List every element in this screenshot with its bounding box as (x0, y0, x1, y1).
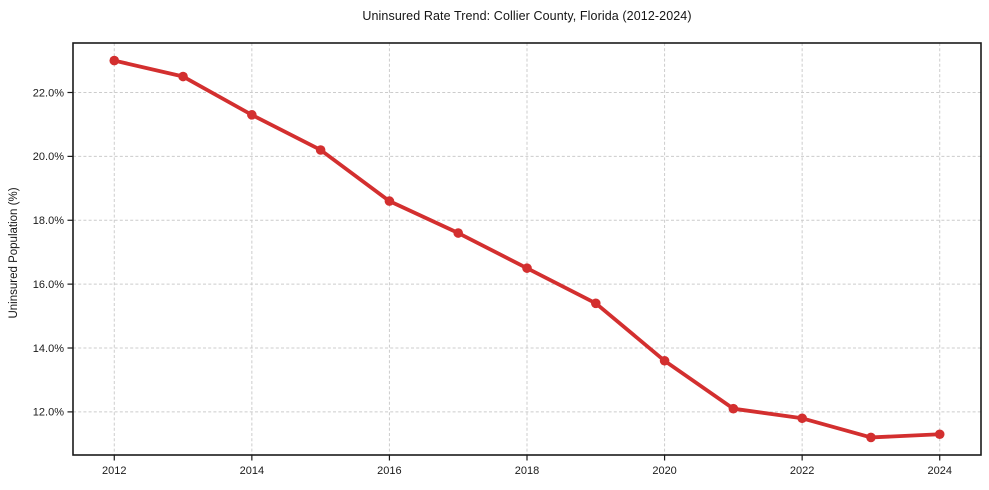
y-tick-label: 18.0% (33, 215, 64, 227)
x-tick-label: 2022 (790, 465, 814, 477)
data-point (934, 429, 945, 440)
y-tick-label: 14.0% (33, 343, 64, 355)
x-tick-label: 2016 (377, 465, 401, 477)
data-point (109, 55, 120, 66)
x-tick-label: 2020 (652, 465, 676, 477)
data-point (453, 228, 464, 238)
x-tick-label: 2018 (515, 465, 539, 477)
data-point (797, 413, 807, 424)
data-point (590, 298, 601, 309)
data-point (728, 403, 739, 414)
x-tick-label: 2024 (927, 465, 951, 477)
y-tick-label: 20.0% (33, 151, 64, 163)
data-point (315, 145, 326, 155)
y-tick-label: 12.0% (33, 407, 64, 419)
data-point (522, 263, 532, 273)
data-point (178, 71, 188, 82)
y-tick-label: 16.0% (33, 279, 64, 291)
chart-title: Uninsured Rate Trend: Collier County, Fl… (362, 9, 692, 23)
data-point (866, 432, 876, 443)
data-point (247, 110, 257, 120)
x-tick-label: 2014 (240, 465, 264, 477)
data-point (384, 196, 395, 206)
y-tick-label: 22.0% (33, 87, 64, 99)
data-point (659, 355, 670, 366)
x-tick-label: 2012 (102, 465, 126, 477)
